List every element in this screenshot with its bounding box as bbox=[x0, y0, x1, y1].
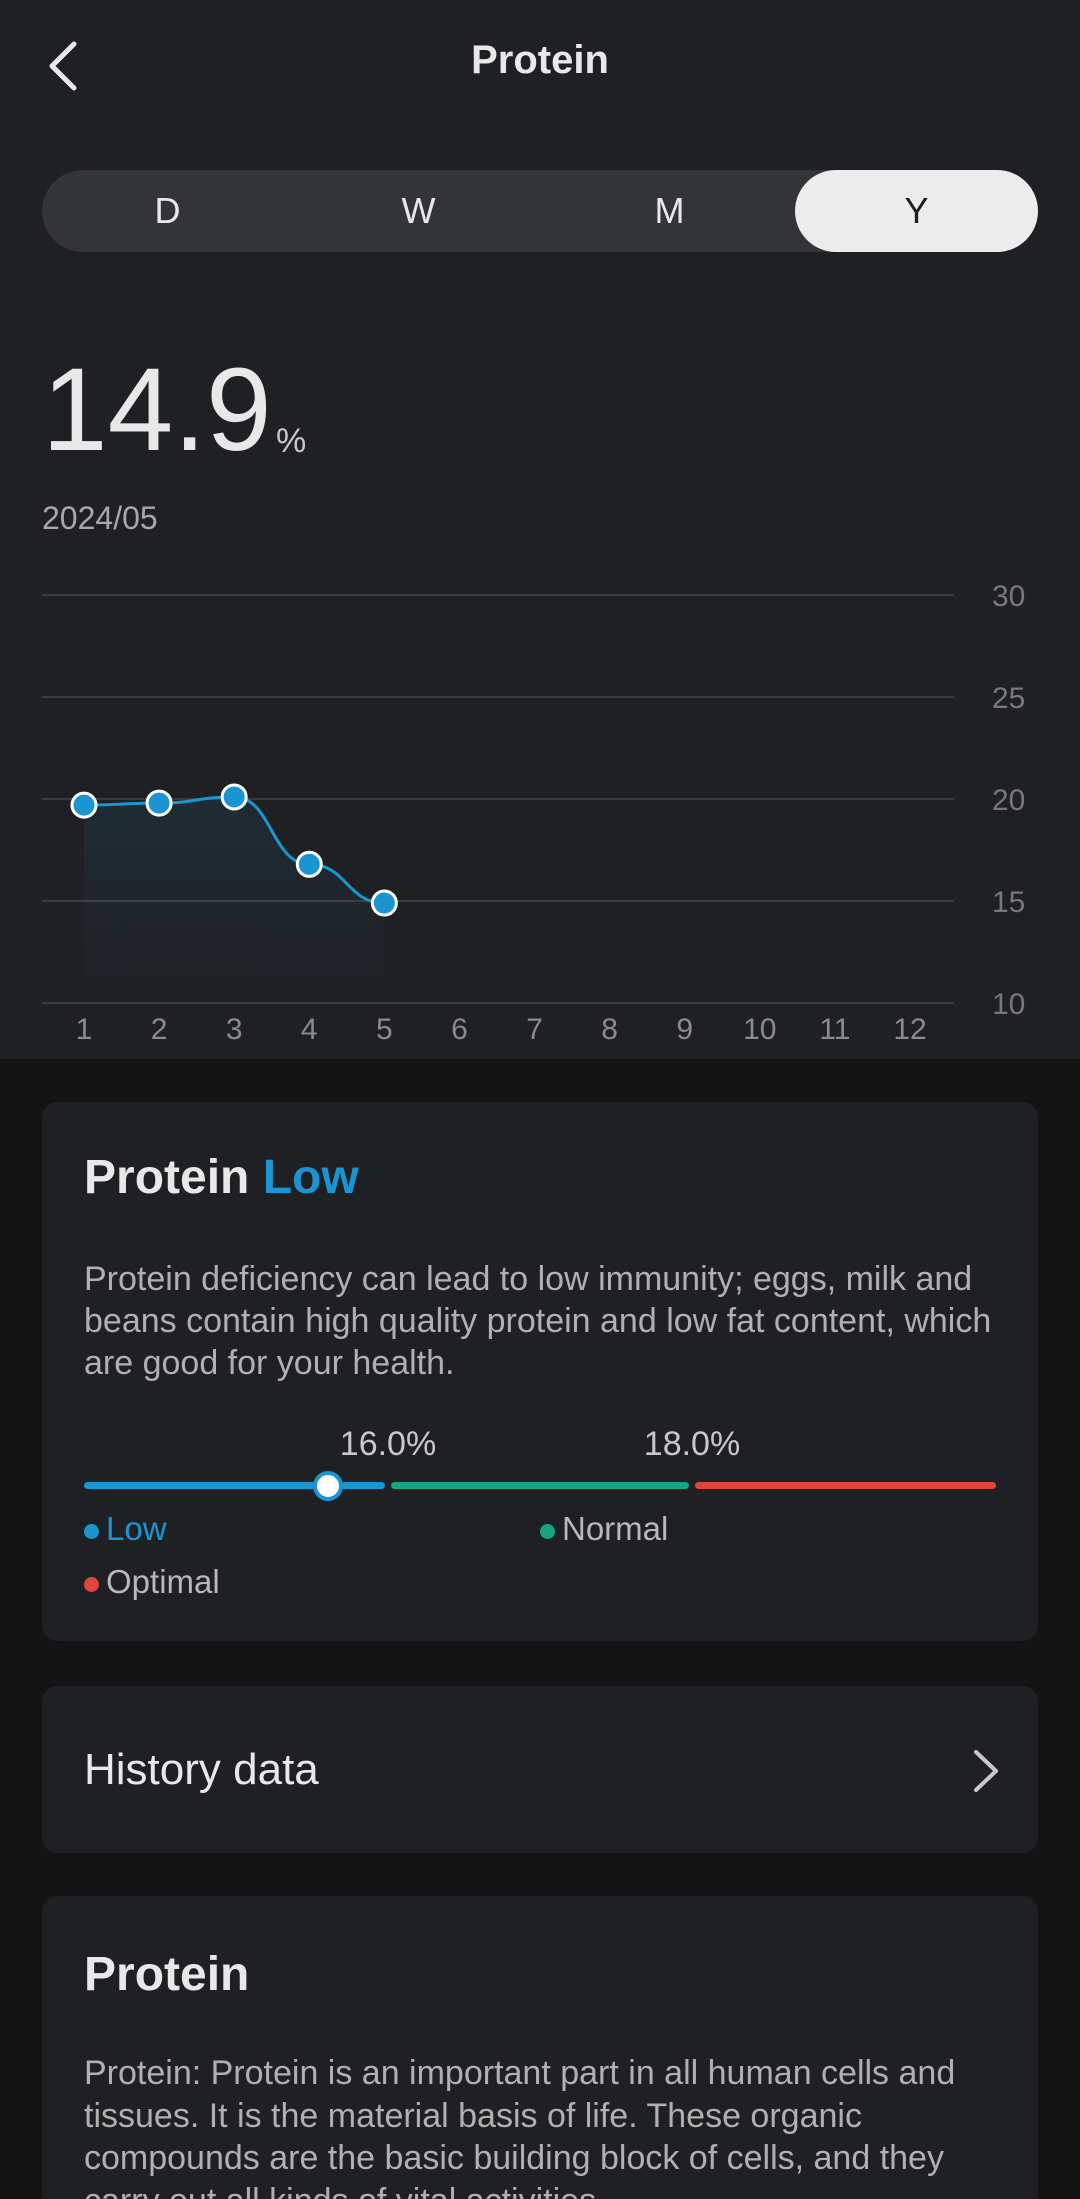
tab[interactable]: W bbox=[401, 190, 436, 231]
legend-item: Optimal bbox=[84, 1563, 220, 1601]
y-tick-label: 20 bbox=[992, 784, 1025, 817]
y-tick-label: 15 bbox=[992, 886, 1025, 919]
current-unit: % bbox=[276, 422, 307, 460]
range-bar: 16.0% 18.0% Low Normal Optimal bbox=[84, 1425, 996, 1601]
point bbox=[70, 791, 98, 819]
about-card bbox=[42, 1896, 1038, 2199]
range-segment bbox=[695, 1482, 996, 1489]
x-tick-label: 6 bbox=[451, 1013, 468, 1046]
point bbox=[220, 783, 248, 811]
x-tick-label: 1 bbox=[76, 1013, 93, 1046]
x-tick-label: 3 bbox=[226, 1013, 243, 1046]
status-name: Protein bbox=[84, 1151, 250, 1204]
history-card[interactable] bbox=[42, 1686, 1038, 1853]
tab[interactable]: M bbox=[654, 190, 685, 231]
point bbox=[370, 889, 398, 917]
point bbox=[295, 850, 323, 878]
status-level: Low bbox=[262, 1151, 359, 1204]
chevron bbox=[974, 1750, 998, 1792]
legend-dot bbox=[540, 1523, 555, 1539]
history-label: History data bbox=[84, 1745, 319, 1794]
tab[interactable]: D bbox=[154, 190, 181, 231]
x-tick-label: 7 bbox=[526, 1013, 543, 1046]
x-tick-label: 12 bbox=[893, 1013, 926, 1046]
x-tick-label: 10 bbox=[743, 1013, 776, 1046]
status-title: Protein Low bbox=[84, 1150, 359, 1205]
current-value: 14.9 bbox=[42, 344, 272, 476]
legend-label: Normal bbox=[562, 1510, 669, 1547]
current-date: 2024/05 bbox=[42, 500, 158, 536]
about-text: Protein: Protein is an important part in… bbox=[84, 2054, 956, 2199]
x-tick-label: 8 bbox=[601, 1013, 618, 1046]
back-button[interactable] bbox=[40, 40, 88, 92]
tab[interactable]: Y bbox=[795, 170, 1038, 252]
x-tick-label: 9 bbox=[676, 1013, 693, 1046]
threshold-label: 16.0% bbox=[339, 1425, 437, 1463]
y-tick-label: 10 bbox=[992, 988, 1025, 1021]
range-segment bbox=[391, 1482, 689, 1489]
x-tick-label: 4 bbox=[301, 1013, 318, 1046]
range-segment bbox=[84, 1482, 385, 1489]
legend-item: Low bbox=[84, 1510, 167, 1548]
y-tick-label: 25 bbox=[992, 682, 1025, 715]
y-tick-label: 30 bbox=[992, 580, 1025, 613]
x-tick-label: 5 bbox=[376, 1013, 393, 1046]
x-tick-label: 2 bbox=[151, 1013, 168, 1046]
about-title: Protein bbox=[84, 1948, 250, 2001]
legend-label: Low bbox=[106, 1510, 167, 1547]
legend-dot bbox=[84, 1576, 99, 1592]
legend-item: Normal bbox=[540, 1510, 668, 1548]
x-tick-label: 11 bbox=[819, 1013, 850, 1046]
status-description: Protein deficiency can lead to low immun… bbox=[84, 1260, 992, 1382]
page-title: Protein bbox=[471, 38, 609, 82]
legend-dot bbox=[84, 1523, 99, 1539]
legend-label: Optimal bbox=[106, 1563, 220, 1600]
point bbox=[145, 789, 173, 817]
threshold-label: 18.0% bbox=[643, 1425, 741, 1463]
line-area bbox=[84, 796, 385, 1003]
range-marker bbox=[313, 1471, 343, 1501]
status-card bbox=[42, 1102, 1038, 1641]
